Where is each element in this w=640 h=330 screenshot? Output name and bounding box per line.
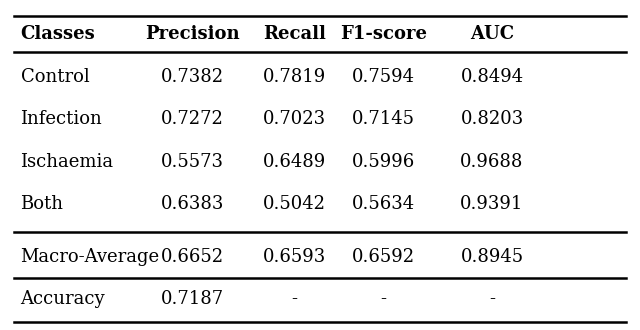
Text: Classes: Classes bbox=[20, 25, 95, 43]
Text: 0.5996: 0.5996 bbox=[352, 153, 415, 171]
Text: 0.8203: 0.8203 bbox=[460, 110, 524, 128]
Text: Accuracy: Accuracy bbox=[20, 290, 105, 308]
Text: -: - bbox=[489, 290, 495, 308]
Text: 0.5573: 0.5573 bbox=[161, 153, 224, 171]
Text: 0.6592: 0.6592 bbox=[352, 248, 415, 266]
Text: Both: Both bbox=[20, 195, 63, 213]
Text: AUC: AUC bbox=[470, 25, 514, 43]
Text: Macro-Average: Macro-Average bbox=[20, 248, 159, 266]
Text: 0.7819: 0.7819 bbox=[263, 68, 326, 86]
Text: 0.7145: 0.7145 bbox=[352, 110, 415, 128]
Text: Control: Control bbox=[20, 68, 89, 86]
Text: 0.5634: 0.5634 bbox=[352, 195, 415, 213]
Text: 0.6489: 0.6489 bbox=[263, 153, 326, 171]
Text: F1-score: F1-score bbox=[340, 25, 428, 43]
Text: 0.9688: 0.9688 bbox=[460, 153, 524, 171]
Text: 0.7594: 0.7594 bbox=[352, 68, 415, 86]
Text: 0.7023: 0.7023 bbox=[263, 110, 326, 128]
Text: 0.8945: 0.8945 bbox=[461, 248, 524, 266]
Text: 0.8494: 0.8494 bbox=[461, 68, 524, 86]
Text: 0.6652: 0.6652 bbox=[161, 248, 224, 266]
Text: -: - bbox=[291, 290, 298, 308]
Text: 0.7382: 0.7382 bbox=[161, 68, 224, 86]
Text: Precision: Precision bbox=[145, 25, 240, 43]
Text: Ischaemia: Ischaemia bbox=[20, 153, 114, 171]
Text: 0.9391: 0.9391 bbox=[460, 195, 524, 213]
Text: Infection: Infection bbox=[20, 110, 102, 128]
Text: 0.7187: 0.7187 bbox=[161, 290, 224, 308]
Text: Recall: Recall bbox=[263, 25, 326, 43]
Text: 0.6593: 0.6593 bbox=[263, 248, 326, 266]
Text: 0.5042: 0.5042 bbox=[263, 195, 326, 213]
Text: 0.6383: 0.6383 bbox=[161, 195, 224, 213]
Text: 0.7272: 0.7272 bbox=[161, 110, 224, 128]
Text: -: - bbox=[381, 290, 387, 308]
